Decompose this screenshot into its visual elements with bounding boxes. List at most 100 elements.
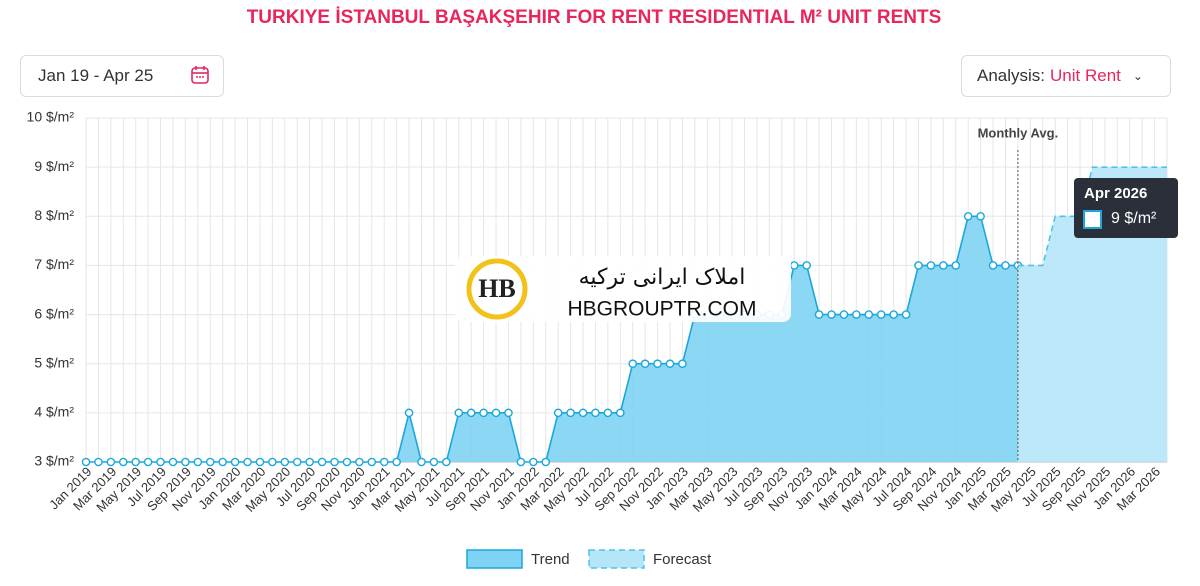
point xyxy=(591,408,600,418)
date-range: Jan 19 - Apr 25 xyxy=(38,66,154,85)
point xyxy=(379,457,389,467)
point xyxy=(504,408,513,418)
chart-title: TURKIYE İSTANBUL BAŞAKŞEHIR FOR RENT RES… xyxy=(247,7,942,28)
point xyxy=(578,408,588,418)
point xyxy=(280,457,290,467)
point xyxy=(218,457,227,467)
point xyxy=(156,457,165,467)
point xyxy=(466,408,476,418)
point xyxy=(914,261,923,270)
point xyxy=(243,457,252,467)
point xyxy=(106,457,116,467)
legend-swatch xyxy=(466,549,523,569)
point xyxy=(81,457,91,467)
point xyxy=(367,457,377,467)
point xyxy=(342,457,352,467)
point xyxy=(479,408,488,418)
point xyxy=(94,457,103,467)
point xyxy=(951,261,961,270)
point xyxy=(665,359,675,369)
logo-text: HB xyxy=(478,274,516,303)
y-tick-label: 4 $/m² xyxy=(34,404,74,420)
point xyxy=(901,310,911,319)
point xyxy=(926,261,936,270)
watermark: HB املاک ایرانی ترکیه HBGROUPTR.COM xyxy=(455,256,791,322)
y-tick-label: 8 $/m² xyxy=(34,207,74,223)
point xyxy=(839,310,849,319)
point xyxy=(653,359,662,369)
tooltip-value: 9 $/m² xyxy=(1111,210,1157,227)
date-range-picker[interactable]: Jan 19 - Apr 25 xyxy=(20,55,224,97)
analysis-dropdown[interactable]: Analysis: Unit Rent ⌄ xyxy=(961,55,1171,97)
line xyxy=(86,215,1018,463)
point xyxy=(939,261,948,270)
point xyxy=(789,261,799,270)
point xyxy=(1001,261,1010,270)
y-tick-label: 5 $/m² xyxy=(34,354,74,370)
point xyxy=(230,457,240,467)
y-tick-label: 9 $/m² xyxy=(34,158,74,174)
point xyxy=(491,408,501,418)
point xyxy=(355,457,364,467)
point xyxy=(963,211,973,221)
logo-ring xyxy=(466,258,528,320)
point xyxy=(827,310,836,319)
point xyxy=(603,408,613,418)
point xyxy=(541,457,551,467)
point xyxy=(292,457,302,467)
y-tick-label: 7 $/m² xyxy=(34,256,74,272)
point xyxy=(131,457,141,467)
point xyxy=(392,457,401,467)
watermark-bg xyxy=(455,256,791,322)
point xyxy=(193,457,203,467)
calendar-icon xyxy=(191,66,209,84)
legend-swatch xyxy=(588,549,645,569)
point xyxy=(404,408,414,418)
line xyxy=(1017,166,1167,267)
point xyxy=(305,457,314,467)
point xyxy=(317,457,327,467)
point xyxy=(640,359,650,369)
point xyxy=(628,359,638,369)
point xyxy=(417,457,426,467)
analysis-label: Analysis: xyxy=(977,66,1046,85)
point xyxy=(889,310,898,319)
point xyxy=(268,457,277,467)
point xyxy=(181,457,190,467)
point xyxy=(566,408,575,418)
point xyxy=(205,457,215,467)
legend-label: Trend xyxy=(531,551,570,568)
point xyxy=(976,211,985,221)
point xyxy=(118,457,128,467)
area-fill xyxy=(86,216,1018,462)
watermark-fa: املاک ایرانی ترکیه xyxy=(579,265,746,290)
dropdown-arrow: ⌄ xyxy=(1132,69,1143,83)
point xyxy=(516,457,526,467)
watermark-en: HBGROUPTR.COM xyxy=(568,298,757,321)
tooltip-swatch xyxy=(1083,210,1102,229)
point xyxy=(442,457,451,467)
point xyxy=(802,261,811,270)
point xyxy=(168,457,178,467)
point xyxy=(678,359,687,369)
point xyxy=(429,457,439,467)
point xyxy=(553,408,563,418)
point xyxy=(255,457,265,467)
annotation: Monthly Avg. xyxy=(978,125,1059,140)
area-fill xyxy=(1017,167,1167,462)
y-tick-label: 3 $/m² xyxy=(34,453,74,469)
y-tick-label: 10 $/m² xyxy=(27,109,75,125)
point xyxy=(330,457,339,467)
legend-label: Forecast xyxy=(653,551,712,568)
point xyxy=(814,310,824,319)
analysis-value: Unit Rent xyxy=(1050,66,1121,85)
point xyxy=(988,261,998,270)
y-tick-label: 6 $/m² xyxy=(34,305,74,321)
point xyxy=(876,310,886,319)
point xyxy=(864,310,874,319)
point xyxy=(529,457,538,467)
tooltip: Apr 2026 9 $/m² xyxy=(1074,178,1178,238)
tooltip-title: Apr 2026 xyxy=(1084,185,1147,202)
